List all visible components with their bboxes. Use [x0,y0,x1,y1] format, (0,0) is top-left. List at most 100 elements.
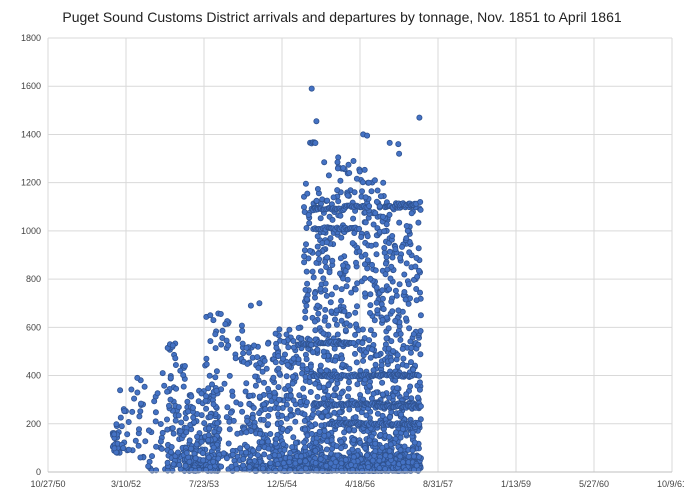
data-point [113,421,120,428]
data-point [206,425,213,432]
data-point [358,188,365,195]
data-point [157,438,164,445]
data-point [399,345,406,352]
data-point [287,406,294,413]
data-point [371,331,378,338]
data-point [259,465,266,472]
x-tick-label: 3/10/52 [111,479,141,489]
data-point [351,350,358,357]
data-point [306,220,313,227]
data-point [276,370,283,377]
data-point [303,224,310,231]
data-point [397,434,404,441]
data-point [118,423,125,430]
data-point [362,194,369,201]
data-point [344,393,351,400]
data-point [312,447,319,454]
data-point [183,429,190,436]
data-point [276,326,283,333]
data-point [338,355,345,362]
data-point [389,308,396,315]
data-point [382,465,389,472]
data-point [395,141,402,148]
data-point [364,388,371,395]
data-point [174,449,181,456]
data-point [259,368,266,375]
data-point [373,284,380,291]
data-point [396,150,403,157]
data-point [335,198,342,205]
data-point [417,403,424,410]
data-point [303,302,310,309]
data-point [270,374,277,381]
data-point [223,414,230,421]
data-point [364,452,371,459]
data-point [134,374,141,381]
y-tick-label: 200 [26,419,41,429]
data-point [376,457,383,464]
data-point [385,325,392,332]
data-point [306,247,313,254]
data-point [338,438,345,445]
data-point [111,431,118,438]
data-point [413,254,420,261]
data-point [380,179,387,186]
data-point [280,441,287,448]
data-point [275,365,282,372]
data-point [137,400,144,407]
data-point [264,340,271,347]
data-point [218,463,225,470]
data-point [265,421,272,428]
data-point [347,461,354,468]
data-point [190,414,197,421]
data-point [379,287,386,294]
data-point [350,436,357,443]
data-point [219,334,226,341]
data-point [137,408,144,415]
data-point [135,426,142,433]
data-point [379,444,386,451]
data-point [283,373,290,380]
data-point [250,447,257,454]
data-point [189,404,196,411]
data-point [290,355,297,362]
x-tick-label: 5/27/60 [579,479,609,489]
data-point [338,234,345,241]
data-point [373,352,380,359]
data-point [283,331,290,338]
data-point [302,314,309,321]
data-point [386,414,393,421]
data-point [386,248,393,255]
data-point [320,330,327,337]
data-point [317,285,324,292]
data-point [287,412,294,419]
data-point [322,280,329,287]
data-point [342,456,349,463]
data-point [323,263,330,270]
data-point [378,362,385,369]
data-point [168,443,175,450]
data-point [344,192,351,199]
data-point [379,412,386,419]
data-point [352,331,359,338]
data-point [301,411,308,418]
data-point [186,458,193,465]
data-point [406,325,413,332]
data-point [265,385,272,392]
data-point [332,459,339,466]
data-point [317,268,324,275]
data-point [237,401,244,408]
data-point [240,456,247,463]
data-point [303,268,310,275]
data-point [407,338,414,345]
data-point [301,259,308,266]
data-point [239,327,246,334]
data-point [362,251,369,258]
data-point [314,302,321,309]
data-point [244,360,251,367]
data-point [349,467,356,474]
data-point [410,453,417,460]
chart-title: Puget Sound Customs District arrivals an… [62,9,622,25]
data-point [367,302,374,309]
data-point [265,438,272,445]
